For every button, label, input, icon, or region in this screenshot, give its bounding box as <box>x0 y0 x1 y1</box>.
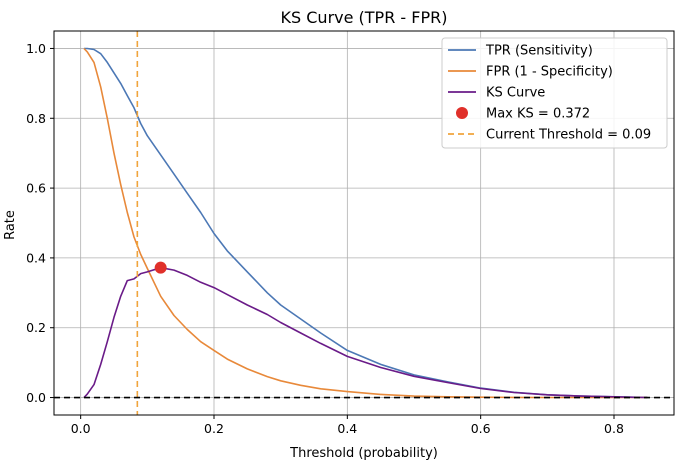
legend-label: Max KS = 0.372 <box>486 107 590 122</box>
series-line-2 <box>83 266 648 399</box>
y-tick-label: 0.2 <box>26 320 46 335</box>
legend-label: FPR (1 - Specificity) <box>486 65 613 80</box>
legend-box <box>441 37 668 149</box>
y-tick-label: 0.6 <box>26 181 46 196</box>
legend: TPR (Sensitivity) FPR (1 - Specificity) KS… <box>441 37 668 149</box>
legend-label: Current Threshold = 0.09 <box>486 128 651 143</box>
legend-label: TPR (Sensitivity) <box>485 44 593 59</box>
x-tick-label: 0.6 <box>471 421 491 436</box>
plot-content <box>54 31 674 415</box>
x-tick-label: 0.2 <box>204 421 224 436</box>
x-axis-label: Threshold (probability) <box>289 446 438 461</box>
legend-label: KS Curve <box>486 86 545 101</box>
legend-swatch-dot <box>456 107 468 119</box>
y-tick-label: 0.0 <box>26 390 46 405</box>
y-tick-label: 1.0 <box>26 41 46 56</box>
y-axis: 0.0 0.2 0.4 0.6 0.8 1.0 <box>26 41 54 405</box>
x-tick-label: 0.4 <box>337 421 357 436</box>
chart-title: KS Curve (TPR - FPR) <box>281 8 448 27</box>
plot-frame <box>53 30 675 416</box>
x-tick-label: 0.8 <box>604 421 624 436</box>
max-ks-point <box>154 261 167 274</box>
y-tick-label: 0.4 <box>26 250 46 265</box>
x-tick-label: 0.0 <box>71 421 91 436</box>
y-axis-label: Rate <box>3 210 18 240</box>
x-axis: 0.0 0.2 0.4 0.6 0.8 <box>71 415 624 436</box>
y-tick-label: 0.8 <box>26 111 46 126</box>
